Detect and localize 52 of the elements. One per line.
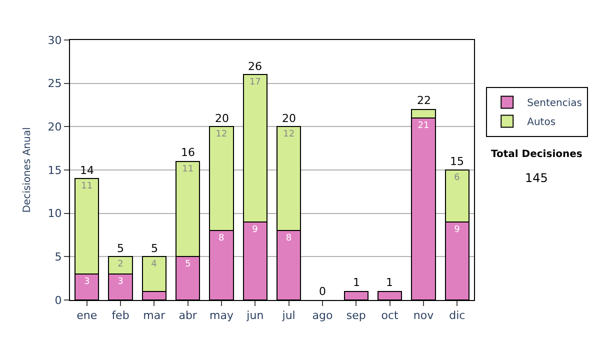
- x-tick-label: oct: [381, 309, 400, 322]
- total-label: 1: [353, 276, 360, 289]
- total-label: 14: [80, 164, 94, 177]
- y-tick-label: 25: [48, 77, 62, 90]
- data-label: 3: [84, 277, 90, 287]
- x-tick-label: may: [210, 309, 234, 322]
- total-label: 5: [151, 242, 158, 255]
- total-label: 22: [417, 94, 431, 107]
- x-tick-label: jul: [281, 309, 296, 322]
- total-label: 20: [215, 112, 229, 125]
- total-label: 0: [319, 285, 326, 298]
- total-label: 5: [117, 242, 124, 255]
- data-label: 12: [283, 130, 295, 140]
- data-label: 11: [81, 182, 93, 192]
- data-label: 6: [454, 173, 460, 183]
- data-label: 8: [218, 234, 224, 244]
- data-label: 8: [286, 234, 292, 244]
- x-tick-label: feb: [112, 309, 130, 322]
- data-label: 17: [249, 78, 261, 88]
- y-tick-label: 0: [54, 294, 62, 307]
- data-label: 21: [418, 121, 430, 131]
- x-tick-label: jun: [246, 309, 264, 322]
- total-label: 26: [248, 60, 262, 73]
- x-tick-label: dic: [449, 309, 466, 322]
- total-label: 15: [450, 155, 464, 168]
- x-tick-label: nov: [413, 309, 434, 322]
- data-label: 11: [182, 164, 194, 174]
- legend-label: Autos: [527, 117, 556, 128]
- total-label: 1: [386, 276, 393, 289]
- data-label: 9: [454, 225, 460, 235]
- x-tick-label: sep: [346, 309, 366, 322]
- x-tick-label: ene: [76, 309, 98, 322]
- text: Total Decisiones: [491, 149, 582, 160]
- data-label: 4: [151, 260, 158, 270]
- y-tick-label: 15: [48, 164, 62, 177]
- total-label: 16: [181, 146, 195, 159]
- data-label: 12: [216, 130, 228, 140]
- legend-label: Sentencias: [527, 98, 582, 110]
- total-label: 20: [282, 112, 296, 125]
- data-label: 9: [252, 225, 258, 235]
- text: 145: [525, 171, 548, 185]
- x-tick-label: mar: [143, 309, 166, 322]
- data-label: 5: [184, 260, 191, 270]
- y-tick-label: 20: [48, 120, 62, 134]
- data-label: 2: [118, 260, 124, 270]
- x-tick-label: ago: [312, 309, 333, 322]
- data-label: 3: [118, 277, 124, 287]
- y-tick-label: 30: [48, 34, 62, 47]
- y-tick-label: 10: [48, 207, 62, 220]
- x-tick-label: abr: [178, 309, 198, 322]
- y-tick-label: 5: [54, 250, 62, 264]
- y-axis-title: Decisiones Anual: [22, 127, 33, 213]
